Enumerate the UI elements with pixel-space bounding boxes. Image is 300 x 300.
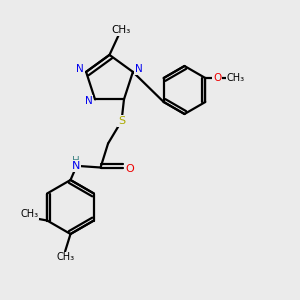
Text: O: O xyxy=(213,73,221,83)
Text: CH₃: CH₃ xyxy=(227,73,245,83)
Text: CH₃: CH₃ xyxy=(20,209,38,219)
Text: S: S xyxy=(118,116,125,126)
Text: N: N xyxy=(135,64,143,74)
Text: H: H xyxy=(72,156,80,166)
Text: CH₃: CH₃ xyxy=(111,25,130,35)
Text: N: N xyxy=(72,161,80,171)
Text: O: O xyxy=(125,164,134,174)
Text: N: N xyxy=(76,64,83,74)
Text: CH₃: CH₃ xyxy=(56,252,74,262)
Text: N: N xyxy=(85,96,92,106)
